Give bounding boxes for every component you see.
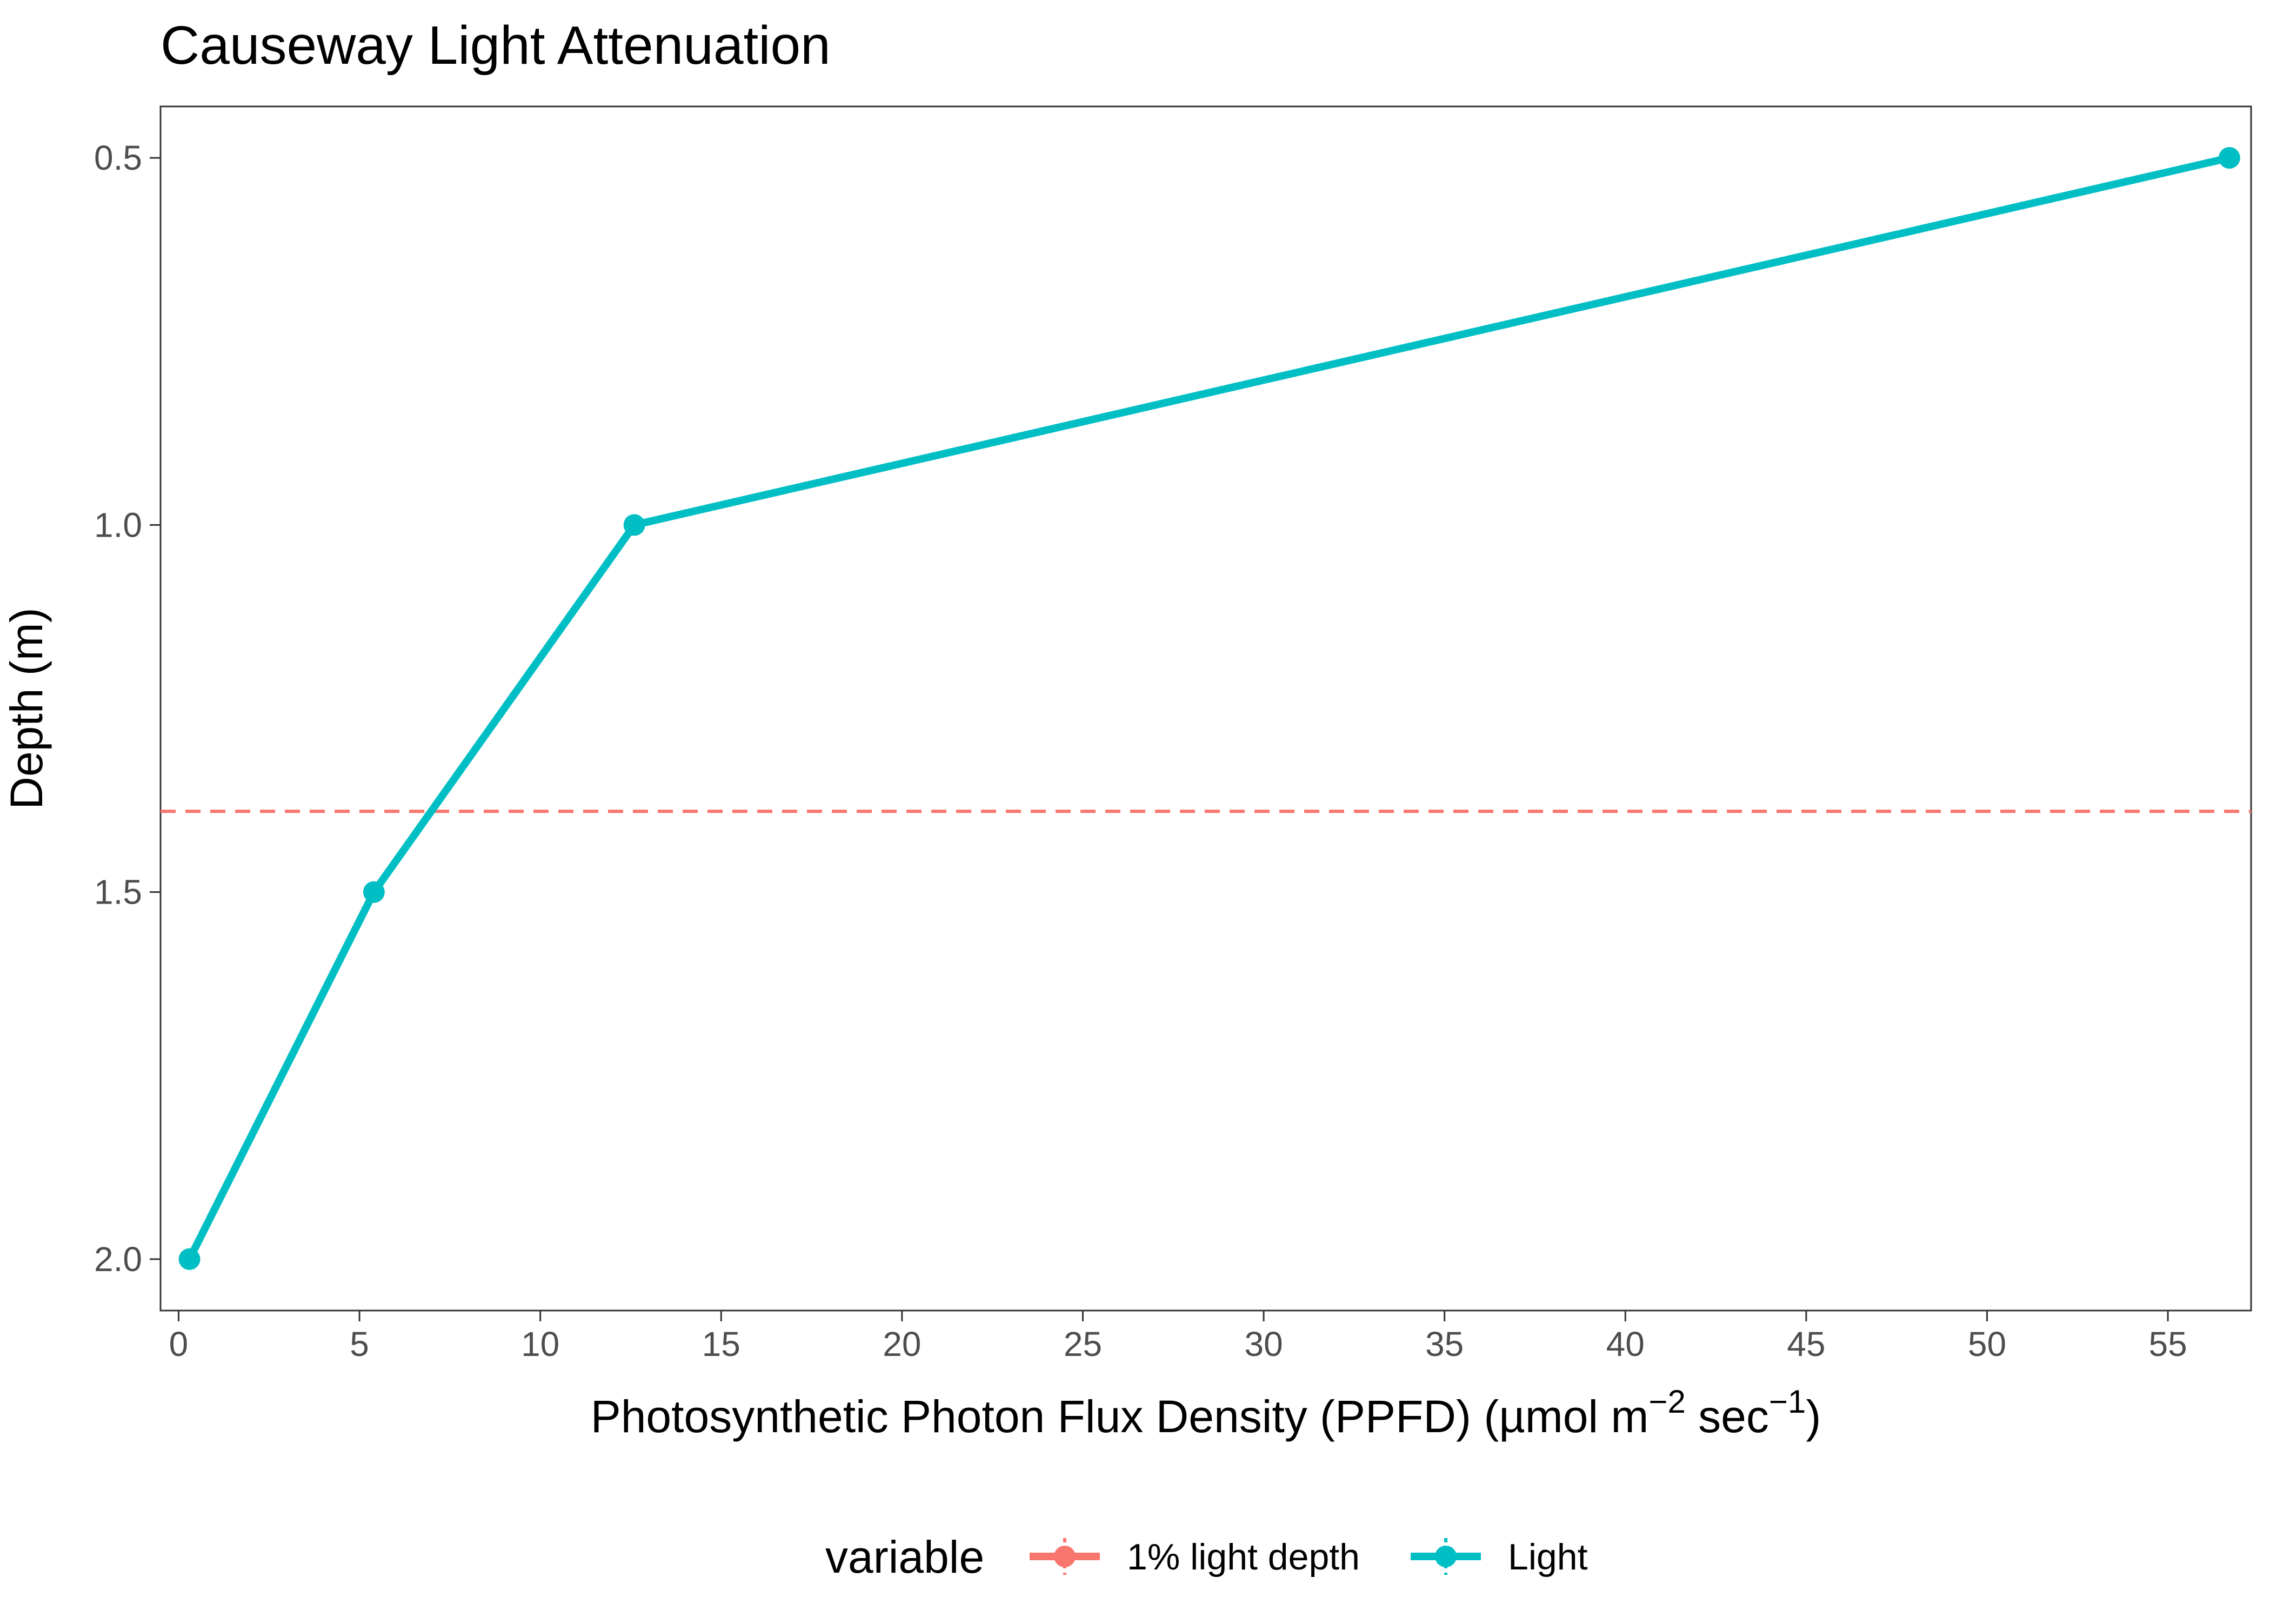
x-tick-label: 55 [2148,1325,2187,1364]
x-tick-label: 20 [883,1325,921,1364]
x-axis-title-sup2: −1 [1769,1384,1806,1420]
x-tick-label: 5 [350,1325,369,1364]
y-axis-title: Depth (m) [1,607,52,809]
chart-title: Causeway Light Attenuation [161,15,831,76]
x-axis-title-mid: sec [1686,1391,1769,1442]
light-data-point [363,881,385,903]
light-series-line [186,154,2231,1261]
y-tick-label: 0.5 [94,138,142,177]
legend-title: variable [825,1532,984,1582]
series-layer [178,147,2240,1270]
light-data-point [623,514,645,536]
x-tick-label: 30 [1244,1325,1283,1364]
x-tick-label: 10 [521,1325,559,1364]
y-tick-label: 1.5 [94,873,142,912]
x-axis-title: Photosynthetic Photon Flux Density (PPFD… [591,1384,1821,1442]
y-tick-label: 1.0 [94,505,142,544]
legend-key-light [1411,1538,1481,1575]
legend-label: 1% light depth [1127,1536,1360,1578]
legend-key-point [1435,1546,1457,1567]
x-tick-label: 40 [1606,1325,1645,1364]
x-axis-title-sup1: −2 [1648,1384,1685,1420]
x-tick-label: 45 [1787,1325,1825,1364]
x-axis-title-main: Photosynthetic Photon Flux Density (PPFD… [591,1391,1649,1442]
legend-label: Light [1508,1536,1588,1578]
light-data-point [178,1248,201,1270]
x-tick-label: 0 [169,1325,189,1364]
y-axis: 0.5 1.0 1.5 2.0 [94,138,161,1279]
x-tick-label: 35 [1425,1325,1464,1364]
y-tick-label: 2.0 [94,1240,142,1279]
plot-panel [159,105,2252,1312]
legend: variable 1% light depth Light [825,1532,1588,1582]
x-tick-label: 50 [1968,1325,2006,1364]
legend-key-one-percent-light-depth [1030,1538,1100,1575]
x-axis: 0 5 10 15 20 25 30 35 40 45 50 55 [169,1311,2187,1364]
x-tick-label: 15 [702,1325,740,1364]
legend-key-point [1054,1546,1076,1567]
x-axis-title-end: ) [1806,1391,1821,1442]
x-tick-label: 25 [1064,1325,1102,1364]
light-data-point [2218,147,2240,169]
